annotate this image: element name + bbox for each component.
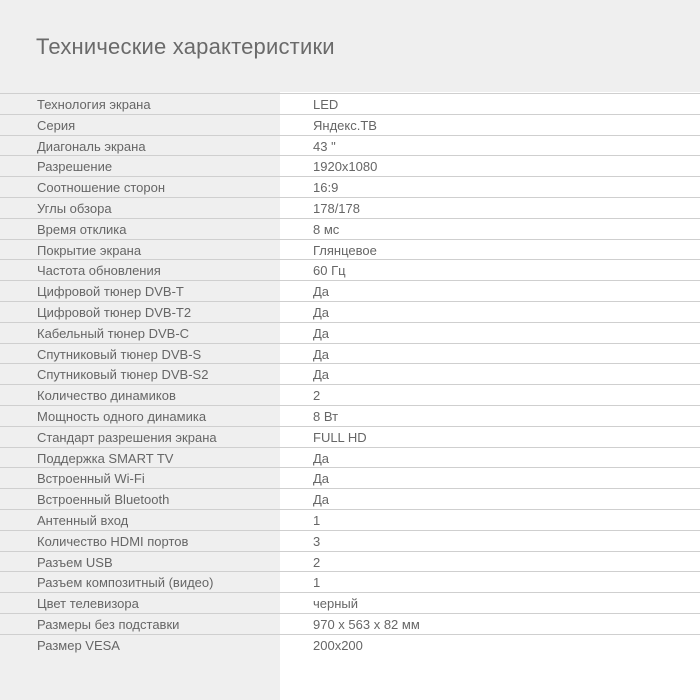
spec-value: 2 [313,554,321,570]
spec-label: Углы обзора [37,200,112,216]
spec-row: Спутниковый тюнер DVB-S2 Да [0,363,700,384]
spec-label: Серия [37,117,76,133]
spec-row: Стандарт разрешения экрана FULL HD [0,425,700,447]
spec-label: Спутниковый тюнер DVB-S2 [37,367,209,383]
spec-row: Мощность одного динамика 8 Вт [0,404,700,426]
spec-table: Технология экрана LED Серия Яндекс.ТВ Диагон… [0,93,700,655]
spec-row: Цвет телевизора черный [0,592,700,613]
spec-label: Разъем композитный (видео) [37,575,214,591]
spec-value: 178/178 [313,200,360,216]
spec-label: Диагональ экрана [37,138,146,154]
spec-label: Кабельный тюнер DVB-C [37,325,190,341]
spec-row: Размеры без подставки 970 x 563 x 82 мм [0,612,700,634]
spec-label: Количество динамиков [37,388,176,404]
spec-label: Частота обновления [37,263,161,279]
spec-row: Цифровой тюнер DVB-T Да [0,280,700,301]
spec-row: Разрешение 1920x1080 [0,155,700,176]
spec-value: 200x200 [313,637,363,653]
spec-value: 3 [313,533,321,549]
spec-value: Яндекс.ТВ [313,117,377,133]
spec-value: Да [313,284,330,300]
spec-label: Спутниковый тюнер DVB-S [37,346,202,362]
spec-row: Технология экрана LED [0,93,700,114]
spec-row: Соотношение сторон 16:9 [0,176,700,197]
spec-row: Антенный вход 1 [0,508,700,530]
spec-label: Поддержка SMART TV [37,450,174,466]
spec-value: Да [313,367,330,383]
header-background [0,0,700,92]
spec-value: FULL HD [313,429,367,445]
spec-row: Спутниковый тюнер DVB-S Да [0,342,700,364]
spec-row: Углы обзора 178/178 [0,196,700,218]
spec-label: Соотношение сторон [37,180,166,196]
spec-label: Цвет телевизора [37,596,139,612]
spec-label: Размеры без подставки [37,616,180,632]
spec-row: Покрытие экрана Глянцевое [0,238,700,260]
spec-value: 43 " [313,138,336,154]
spec-value: Да [313,471,330,487]
spec-row: Размер VESA 200x200 [0,633,700,655]
spec-value: Да [313,346,330,362]
spec-label: Количество HDMI портов [37,533,189,549]
spec-label: Цифровой тюнер DVB-T [37,284,184,300]
spec-row: Встроенный Wi-Fi Да [0,467,700,488]
spec-value: Глянцевое [313,242,377,258]
label-column-background [0,0,280,700]
spec-row: Количество динамиков 2 [0,384,700,405]
spec-row: Частота обновления 60 Гц [0,259,700,280]
spec-label: Мощность одного динамика [37,408,207,424]
spec-row: Встроенный Bluetooth Да [0,488,700,509]
spec-value: 970 x 563 x 82 мм [313,616,420,632]
spec-label: Время отклика [37,221,127,237]
spec-value: 16:9 [313,180,339,196]
spec-label: Разъем USB [37,554,113,570]
spec-row: Количество HDMI портов 3 [0,529,700,551]
spec-row: Серия Яндекс.ТВ [0,113,700,135]
spec-value: 1920x1080 [313,159,378,175]
spec-value: 1 [313,575,321,591]
spec-label: Антенный вход [37,512,129,528]
spec-label: Размер VESA [37,637,120,653]
spec-row: Кабельный тюнер DVB-C Да [0,321,700,343]
spec-label: Стандарт разрешения экрана [37,429,217,445]
spec-label: Разрешение [37,159,113,175]
spec-row: Поддержка SMART TV Да [0,446,700,468]
spec-label: Цифровой тюнер DVB-T2 [37,304,192,320]
spec-value: 1 [313,512,321,528]
spec-value: LED [313,97,339,112]
spec-value: 8 Вт [313,408,339,424]
spec-row: Разъем USB 2 [0,550,700,572]
spec-value: Да [313,492,330,508]
spec-row: Диагональ экрана 43 " [0,134,700,156]
spec-row: Разъем композитный (видео) 1 [0,571,700,592]
spec-value: Да [313,304,330,320]
spec-label: Покрытие экрана [37,242,142,258]
spec-value: черный [313,596,359,612]
spec-row: Время отклика 8 мс [0,217,700,239]
spec-label: Технология экрана [37,97,151,112]
spec-value: Да [313,325,330,341]
spec-label: Встроенный Wi-Fi [37,471,145,487]
spec-row: Цифровой тюнер DVB-T2 Да [0,300,700,322]
page-title: Технические характеристики [36,34,335,59]
spec-label: Встроенный Bluetooth [37,492,170,508]
spec-value: 2 [313,388,321,404]
spec-value: 8 мс [313,221,340,237]
spec-value: Да [313,450,330,466]
spec-value: 60 Гц [313,263,346,279]
